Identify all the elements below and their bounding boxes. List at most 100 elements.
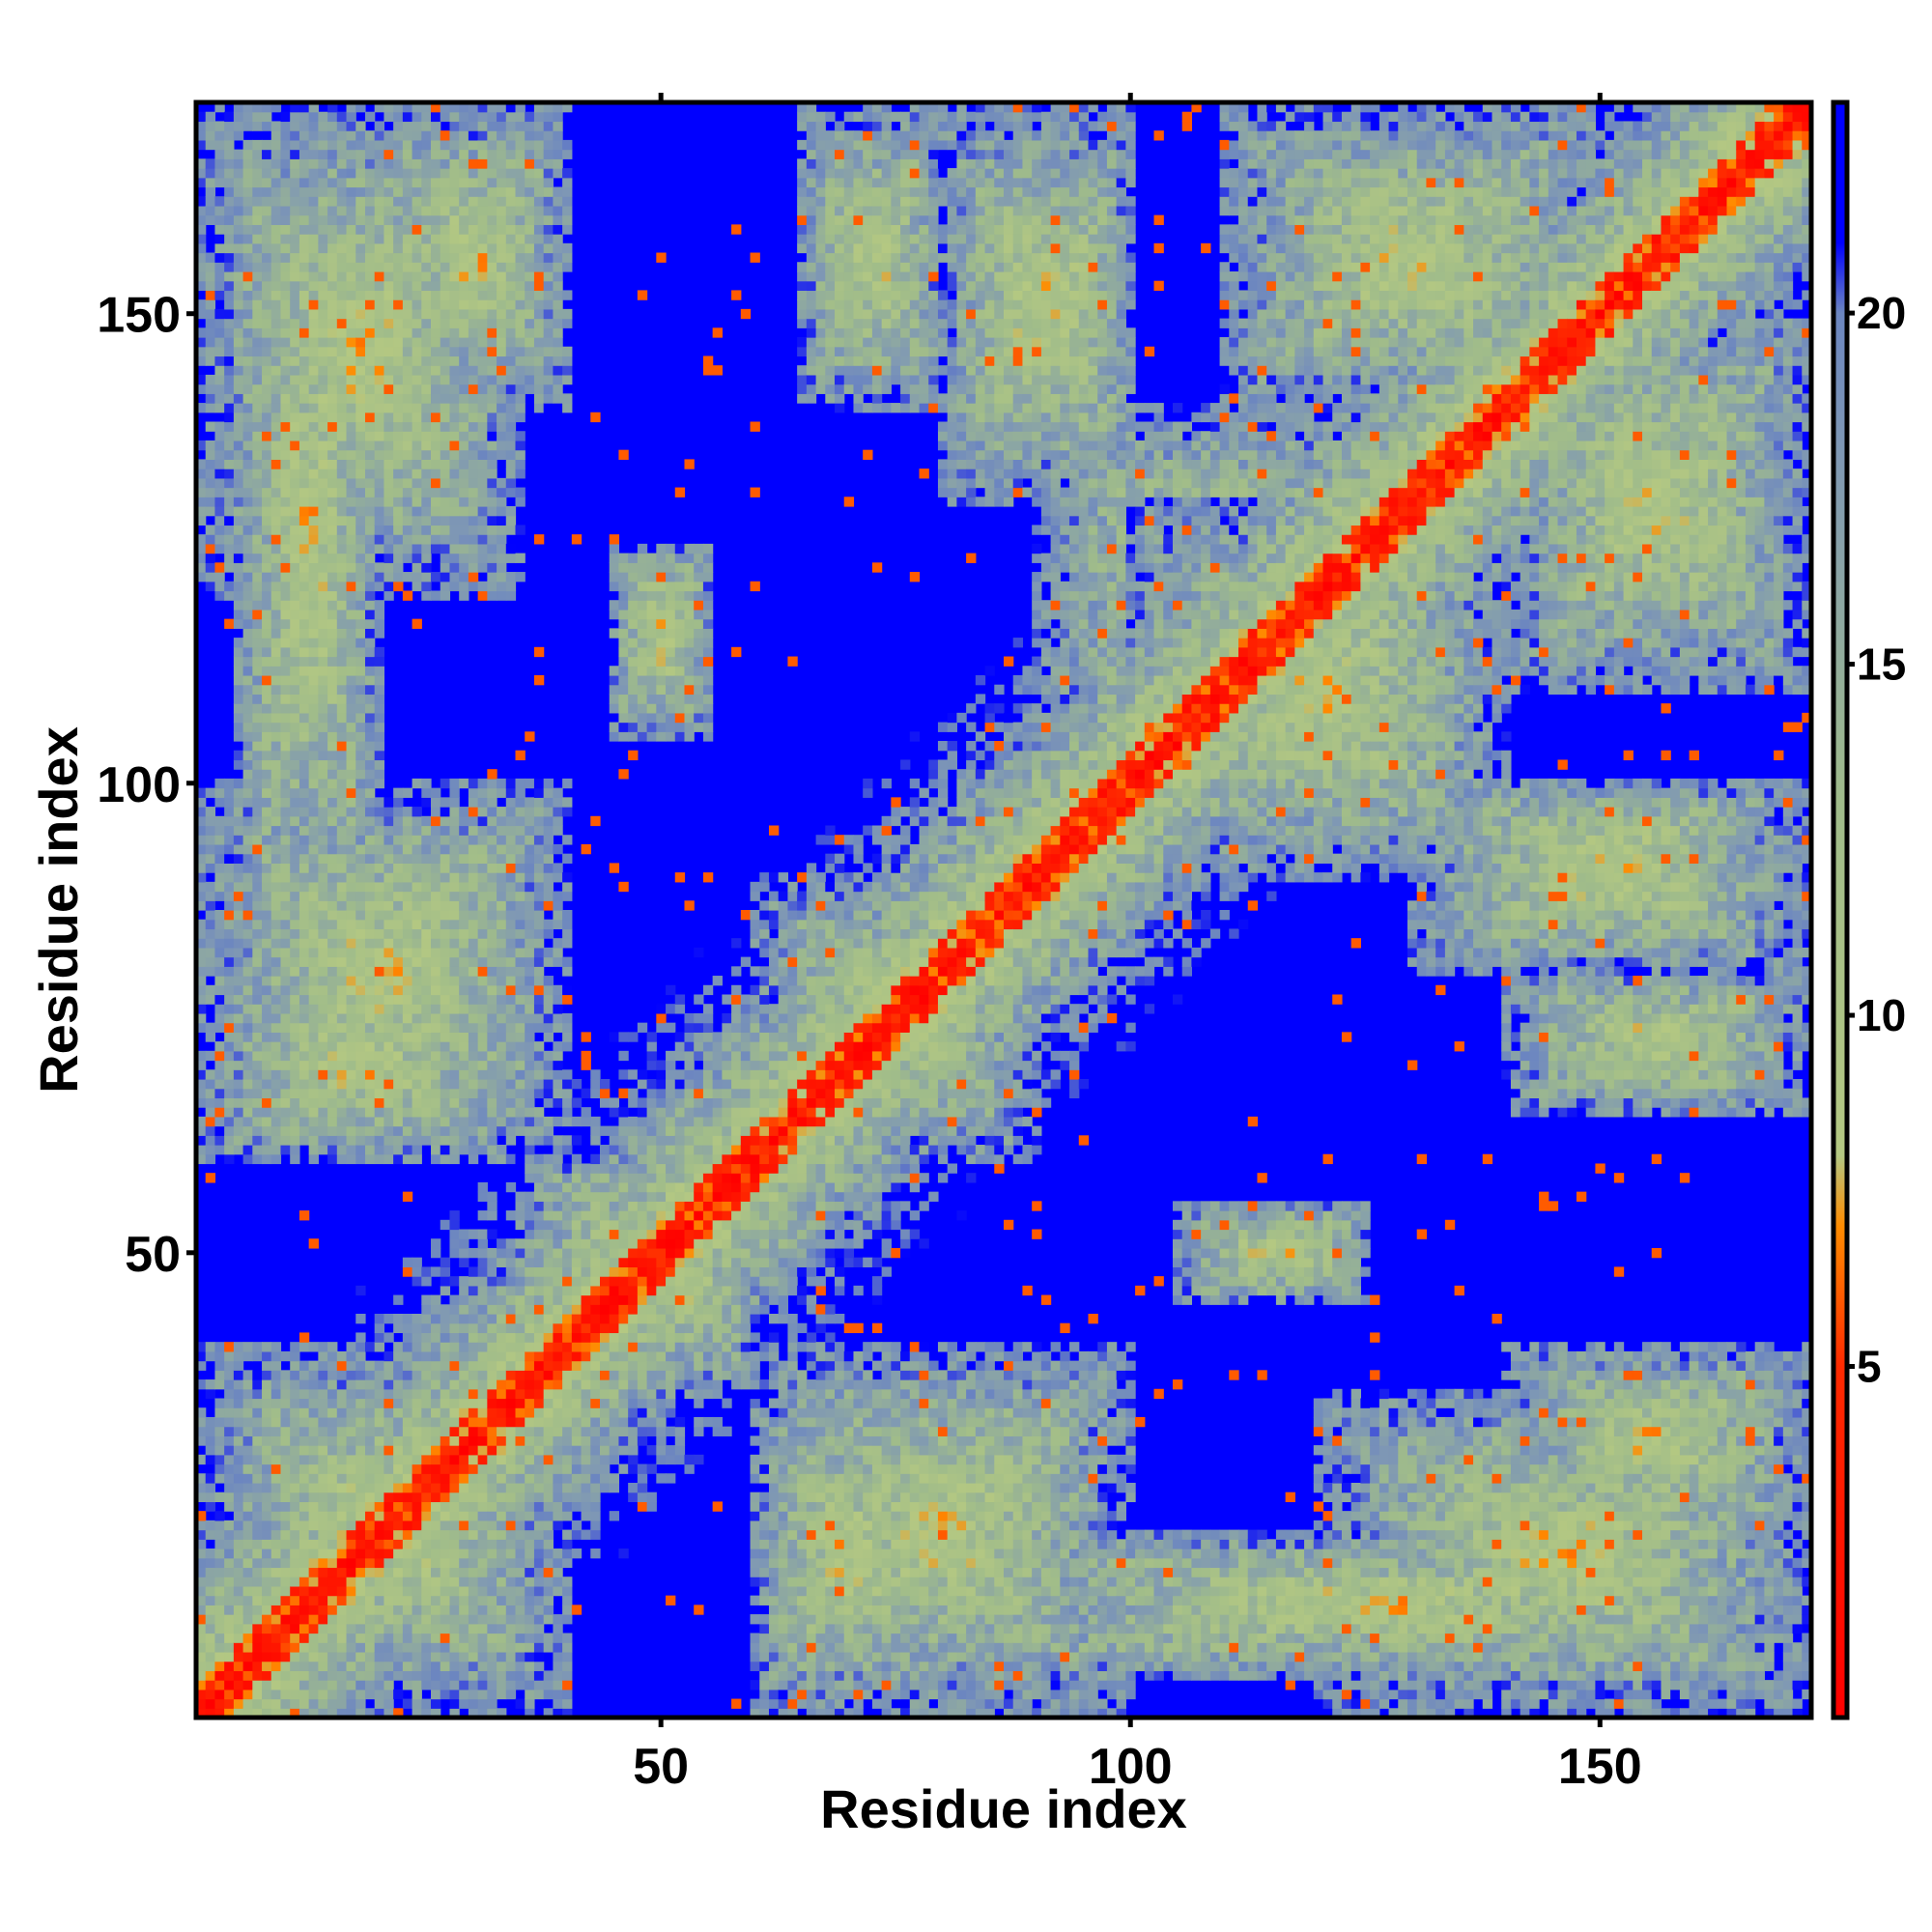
heatmap-cell <box>459 469 469 478</box>
heatmap-cell <box>280 816 290 826</box>
heatmap-cell <box>478 1248 488 1258</box>
heatmap-cell <box>384 1530 393 1540</box>
heatmap-cell <box>478 403 488 412</box>
heatmap-cell <box>327 319 337 328</box>
heatmap-cell <box>290 844 299 854</box>
heatmap-cell <box>375 1032 384 1041</box>
heatmap-cell <box>224 807 234 816</box>
heatmap-cell <box>421 1642 431 1652</box>
heatmap-cell <box>355 1492 365 1502</box>
heatmap-cell <box>365 178 375 187</box>
heatmap-cell <box>516 1314 526 1323</box>
heatmap-cell <box>234 271 243 281</box>
heatmap-cell <box>440 1567 450 1577</box>
heatmap-cell <box>469 403 478 412</box>
heatmap-cell <box>393 327 403 337</box>
heatmap-cell <box>365 1342 375 1351</box>
heatmap-cell <box>309 1097 319 1107</box>
heatmap-cell <box>318 1079 327 1089</box>
heatmap-cell <box>459 271 469 281</box>
heatmap-cell <box>327 562 337 572</box>
heatmap-cell <box>290 506 299 516</box>
heatmap-cell <box>318 178 327 187</box>
heatmap-cell <box>440 554 450 563</box>
heatmap-cell <box>327 985 337 995</box>
heatmap-cell <box>506 1483 516 1492</box>
heatmap-cell <box>271 1370 281 1379</box>
heatmap-cell <box>252 1435 262 1445</box>
heatmap-cell <box>449 1435 459 1445</box>
heatmap-cell <box>478 1567 488 1577</box>
heatmap-cell <box>271 178 281 187</box>
heatmap-cell <box>459 835 469 844</box>
heatmap-cell <box>375 666 384 675</box>
heatmap-cell <box>214 1530 224 1540</box>
heatmap-cell <box>393 525 403 534</box>
heatmap-cell <box>262 807 271 816</box>
heatmap-cell <box>318 1023 327 1033</box>
heatmap-cell <box>309 1079 319 1089</box>
heatmap-cell <box>393 1023 403 1033</box>
heatmap-cell <box>375 262 384 271</box>
heatmap-cell <box>459 158 469 168</box>
heatmap-cell <box>440 1483 450 1492</box>
heatmap-cell <box>309 1041 319 1051</box>
heatmap-cell <box>431 206 440 215</box>
heatmap-cell <box>449 1061 459 1070</box>
heatmap-cell <box>206 1079 215 1089</box>
heatmap-cell <box>469 215 478 225</box>
heatmap-cell <box>516 1634 526 1643</box>
heatmap-cell <box>421 826 431 836</box>
heatmap-cell <box>271 966 281 976</box>
heatmap-cell <box>318 112 327 122</box>
heatmap-cell <box>421 262 431 271</box>
heatmap-cell <box>290 1089 299 1098</box>
heatmap-cell <box>497 1370 506 1379</box>
heatmap-cell <box>375 412 384 422</box>
heatmap-cell <box>318 900 327 910</box>
heatmap-cell <box>384 327 393 337</box>
heatmap-cell <box>252 1389 262 1399</box>
heatmap-cell <box>337 150 347 159</box>
heatmap-cell <box>252 243 262 253</box>
heatmap-cell <box>252 976 262 985</box>
heatmap-cell <box>469 234 478 243</box>
heatmap-cell <box>355 488 365 497</box>
heatmap-cell <box>516 1398 526 1407</box>
heatmap-cell <box>449 882 459 892</box>
heatmap-cell <box>318 1117 327 1126</box>
heatmap-cell <box>271 440 281 450</box>
heatmap-cell <box>327 1455 337 1464</box>
heatmap-cell <box>327 375 337 384</box>
heatmap-cell <box>234 1642 243 1652</box>
heatmap-cell <box>347 488 356 497</box>
heatmap-cell <box>347 1483 356 1492</box>
heatmap-cell <box>469 882 478 892</box>
heatmap-cell <box>234 779 243 788</box>
heatmap-cell <box>280 1464 290 1474</box>
heatmap-cell <box>214 290 224 299</box>
heatmap-cell <box>262 1023 271 1033</box>
heatmap-cell <box>280 562 290 572</box>
heatmap-cell <box>506 506 516 516</box>
heatmap-cell <box>337 779 347 788</box>
heatmap-cell <box>214 797 224 807</box>
heatmap-cell <box>299 1417 309 1427</box>
heatmap-cell <box>478 488 488 497</box>
heatmap-cell <box>431 835 440 844</box>
heatmap-cell <box>337 1417 347 1427</box>
heatmap-cell <box>478 234 488 243</box>
heatmap-cell <box>355 638 365 647</box>
heatmap-cell <box>384 365 393 375</box>
heatmap-cell <box>431 920 440 929</box>
heatmap-cell <box>506 572 516 582</box>
heatmap-cell <box>327 628 337 638</box>
heatmap-cell <box>375 299 384 309</box>
heatmap-cell <box>459 1304 469 1314</box>
heatmap-cell <box>234 1023 243 1033</box>
heatmap-cell <box>431 1154 440 1164</box>
heatmap-cell <box>290 1492 299 1502</box>
heatmap-cell <box>299 1032 309 1041</box>
heatmap-cell <box>403 1342 412 1351</box>
heatmap-cell <box>355 516 365 526</box>
